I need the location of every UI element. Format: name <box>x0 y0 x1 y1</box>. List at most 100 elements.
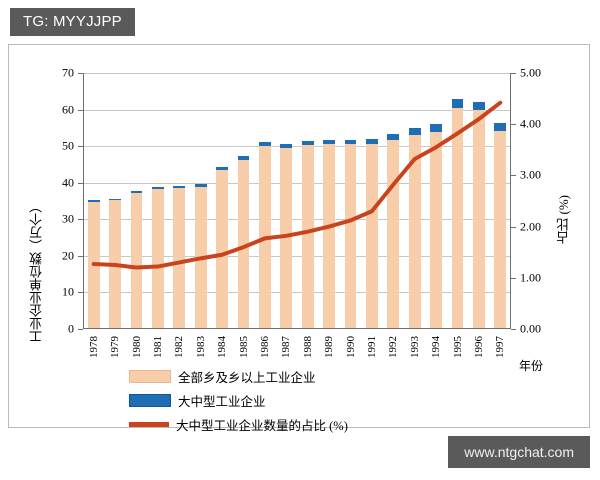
bar-column <box>302 73 314 329</box>
left-tick-label: 60 <box>62 102 74 117</box>
bar-segment-large-medium <box>259 142 271 146</box>
bar-column <box>216 73 228 329</box>
x-axis-label: 1989 <box>323 336 335 358</box>
left-tick-label: 70 <box>62 66 74 81</box>
x-axis-line <box>83 328 511 329</box>
bar-column <box>259 73 271 329</box>
bar-segment-large-medium <box>323 140 335 144</box>
bar-column <box>195 73 207 329</box>
right-axis-line <box>510 73 511 329</box>
bar-column <box>473 73 485 329</box>
bar-segment-large-medium <box>280 144 292 148</box>
bar-segment-total <box>216 170 228 329</box>
gridline <box>83 110 511 111</box>
bar-segment-total <box>88 202 100 329</box>
bar-segment-total <box>280 148 292 329</box>
x-axis-label: 1987 <box>280 336 292 358</box>
right-tick <box>511 124 516 125</box>
legend-swatch <box>129 370 171 383</box>
gridline <box>83 183 511 184</box>
x-axis-label: 1983 <box>195 336 207 358</box>
bar-segment-large-medium <box>88 200 100 202</box>
left-tick-label: 20 <box>62 248 74 263</box>
bar-column <box>238 73 250 329</box>
bar-column <box>131 73 143 329</box>
bar-segment-large-medium <box>238 156 250 159</box>
left-tick-label: 50 <box>62 139 74 154</box>
bar-segment-large-medium <box>409 128 421 135</box>
bar-segment-large-medium <box>302 141 314 145</box>
left-axis-line <box>83 73 84 329</box>
bar-column <box>88 73 100 329</box>
bar-segment-total <box>387 140 399 329</box>
left-tick-label: 30 <box>62 212 74 227</box>
right-tick-label: 5.00 <box>520 66 541 81</box>
bar-segment-large-medium <box>152 187 164 189</box>
bar-segment-total <box>302 145 314 329</box>
bar-segment-total <box>238 160 250 329</box>
x-axis-label: 1988 <box>302 336 314 358</box>
chart-frame: 工业企业单位数（万个） 占比 (%) 年份 010203040506070 0.… <box>8 44 590 428</box>
left-tick <box>78 329 83 330</box>
bar-segment-large-medium <box>366 139 378 144</box>
bar-segment-total <box>366 144 378 329</box>
bar-segment-large-medium <box>452 99 464 107</box>
left-tick-label: 10 <box>62 285 74 300</box>
bar-column <box>409 73 421 329</box>
plot-background <box>83 73 511 329</box>
bar-column <box>323 73 335 329</box>
bar-segment-large-medium <box>109 199 121 201</box>
legend-label: 大中型工业企业 <box>178 391 266 410</box>
left-tick-label: 0 <box>68 322 74 337</box>
x-axis-label: 1991 <box>366 336 378 358</box>
bar-segment-total <box>345 144 357 329</box>
legend-item[interactable]: 全部乡及乡以上工业企业 <box>129 367 348 386</box>
right-tick <box>511 73 516 74</box>
gridline <box>83 219 511 220</box>
bar-segment-total <box>473 110 485 329</box>
legend-item[interactable]: 大中型工业企业数量的占比 (%) <box>129 415 348 434</box>
legend-swatch <box>129 394 171 407</box>
x-axis-label: 1986 <box>259 336 271 358</box>
gridline <box>83 292 511 293</box>
bar-segment-total <box>259 146 271 329</box>
watermark: www.ntgchat.com <box>448 436 590 468</box>
right-tick-label: 2.00 <box>520 219 541 234</box>
right-axis-title: 占比 (%) <box>554 195 573 244</box>
bar-segment-total <box>494 131 506 329</box>
x-axis-label: 1978 <box>88 336 100 358</box>
right-tick-label: 0.00 <box>520 322 541 337</box>
bar-segment-total <box>409 135 421 329</box>
x-axis-label: 1985 <box>238 336 250 358</box>
bar-segment-large-medium <box>195 184 207 186</box>
left-axis-title: 工业企业单位数（万个） <box>27 200 46 343</box>
x-axis-title: 年份 <box>519 357 543 374</box>
gridline <box>83 256 511 257</box>
x-axis-label: 1990 <box>345 336 357 358</box>
bar-column <box>387 73 399 329</box>
bar-column <box>152 73 164 329</box>
legend-swatch <box>129 422 169 427</box>
x-axis-label: 1984 <box>216 336 228 358</box>
bar-segment-large-medium <box>494 123 506 131</box>
legend-label: 大中型工业企业数量的占比 (%) <box>176 415 348 434</box>
legend-item[interactable]: 大中型工业企业 <box>129 391 348 410</box>
bar-segment-large-medium <box>216 167 228 170</box>
bar-segment-total <box>430 132 442 329</box>
bar-column <box>109 73 121 329</box>
tg-badge: TG: MYYJJPP <box>10 8 135 36</box>
x-axis-label: 1979 <box>109 336 121 358</box>
right-tick-label: 4.00 <box>520 117 541 132</box>
right-tick-label: 3.00 <box>520 168 541 183</box>
gridline <box>83 73 511 74</box>
x-axis-label: 1981 <box>152 336 164 358</box>
bar-column <box>452 73 464 329</box>
right-tick <box>511 227 516 228</box>
x-axis-label: 1995 <box>452 336 464 358</box>
bar-segment-total <box>452 108 464 329</box>
x-axis-label: 1982 <box>173 336 185 358</box>
bar-segment-total <box>109 200 121 329</box>
bar-column <box>280 73 292 329</box>
x-axis-label: 1994 <box>430 336 442 358</box>
right-tick <box>511 278 516 279</box>
